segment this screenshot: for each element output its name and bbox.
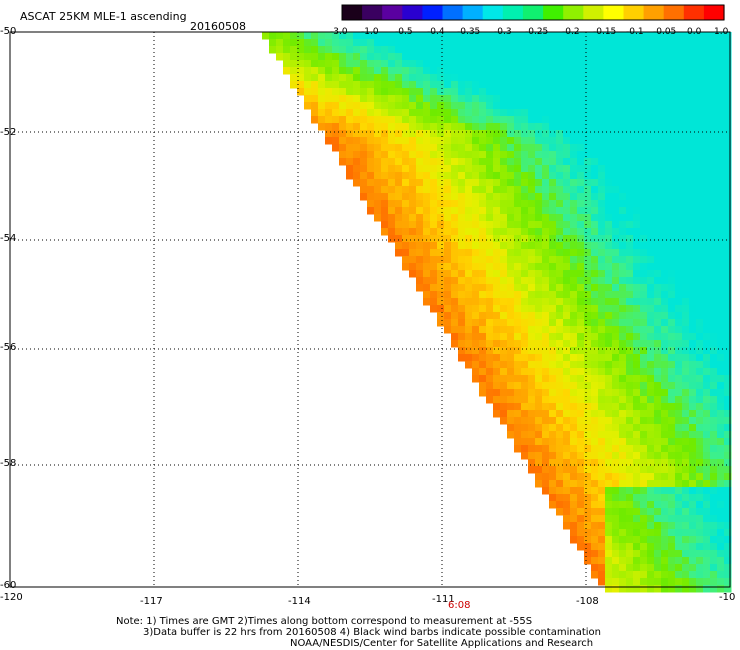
lat-label: -54 [0, 233, 17, 244]
colorbar-swatch [502, 5, 524, 20]
lat-label: -50 [0, 26, 17, 37]
colorbar-frame [341, 4, 725, 21]
colorbar-swatch [422, 5, 444, 20]
colorbar-label: 1.0 [714, 27, 729, 37]
lon-label: -117 [140, 596, 163, 607]
colorbar-swatch [362, 5, 383, 20]
colorbar-swatch [603, 5, 625, 20]
lat-label: -56 [0, 342, 17, 353]
colorbar-label: -0.1 [626, 27, 644, 37]
lat-label: -58 [0, 458, 17, 469]
colorbar-label: -0.35 [457, 27, 481, 37]
colorbar-swatch [522, 5, 544, 20]
lon-label: -10 [719, 592, 736, 603]
colorbar-swatch [683, 5, 705, 20]
colorbar-label: -0.15 [593, 27, 617, 37]
lat-label: -52 [0, 127, 17, 138]
graticule [10, 32, 730, 587]
colorbar-swatch [482, 5, 504, 20]
colorbar [341, 4, 725, 21]
product-title: ASCAT 25KM MLE-1 ascending [20, 10, 187, 23]
note-line-1: Note: 1) Times are GMT 2)Times along bot… [116, 616, 533, 627]
colorbar-label: -0.4 [427, 27, 445, 37]
lon-label: -120 [0, 592, 23, 603]
colorbar-swatch [623, 5, 645, 20]
colorbar-swatch [643, 5, 665, 20]
colorbar-label: -0.2 [562, 27, 580, 37]
colorbar-label: -0.05 [653, 27, 677, 37]
colorbar-swatch [543, 5, 564, 20]
colorbar-label: -0.3 [494, 27, 512, 37]
colorbar-swatch [583, 5, 604, 20]
colorbar-swatch [563, 5, 584, 20]
colorbar-label: 0.0 [687, 27, 702, 37]
colorbar-swatch [342, 5, 363, 20]
colorbar-label: -1.0 [361, 27, 379, 37]
colorbar-swatch [382, 5, 403, 20]
colorbar-swatch [703, 5, 725, 20]
note-line-3: NOAA/NESDIS/Center for Satellite Applica… [290, 638, 594, 649]
lat-label: -60 [0, 580, 17, 591]
colorbar-swatch [462, 5, 484, 20]
note-line-2: 3)Data buffer is 22 hrs from 20160508 4)… [143, 627, 601, 638]
lon-label: -111 [432, 594, 455, 605]
map-frame [9, 31, 731, 588]
product-date: 20160508 [190, 20, 246, 33]
pass-time-label: 6:08 [448, 600, 471, 611]
lon-label: -108 [576, 596, 599, 607]
colorbar-swatch [442, 5, 464, 20]
colorbar-swatch [663, 5, 685, 20]
colorbar-label: -3.0 [330, 27, 348, 37]
colorbar-label: -0.25 [525, 27, 549, 37]
lon-label: -114 [288, 596, 311, 607]
colorbar-label: -0.5 [395, 27, 413, 37]
mle-swath [262, 32, 732, 593]
colorbar-swatch [402, 5, 423, 20]
